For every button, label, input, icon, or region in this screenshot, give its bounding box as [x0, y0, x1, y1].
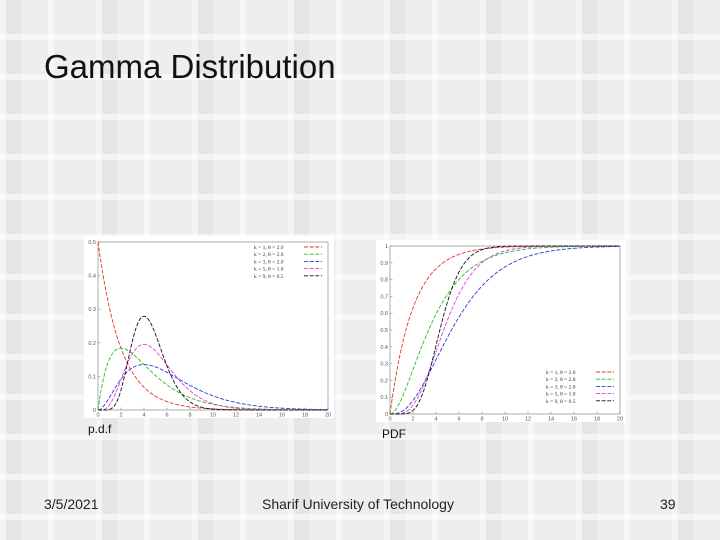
- cdf-y-tick-label: 0.8: [380, 278, 388, 284]
- pdf-x-tick-label: 8: [188, 413, 191, 419]
- footer-organization: Sharif University of Technology: [262, 496, 454, 512]
- pdf-x-tick-label: 12: [233, 413, 239, 419]
- cdf-x-tick-label: 18: [594, 417, 600, 423]
- page-number: 39: [660, 496, 676, 512]
- cdf-series-line-5: [390, 245, 620, 415]
- pdf-y-tick-label: 0.4: [88, 274, 96, 280]
- cdf-x-tick-label: 20: [617, 417, 623, 423]
- cdf-legend-label-5: k = 9, θ = 0.5: [546, 399, 576, 405]
- pdf-y-tick-label: 0.5: [88, 240, 96, 246]
- cdf-x-tick-label: 16: [571, 417, 577, 423]
- cdf-chart-caption: PDF: [382, 427, 406, 441]
- pdf-x-tick-label: 20: [325, 413, 331, 419]
- pdf-chart-caption: p.d.f: [88, 422, 112, 436]
- pdf-legend-label-2: k = 2, θ = 2.0: [254, 252, 284, 258]
- pdf-x-tick-label: 0: [96, 413, 99, 419]
- cdf-y-tick-label: 0.9: [380, 261, 388, 267]
- cdf-x-tick-label: 8: [480, 417, 483, 423]
- cdf-y-tick-label: 0: [385, 412, 388, 418]
- cdf-legend-label-2: k = 2, θ = 2.0: [546, 377, 576, 383]
- footer-date: 3/5/2021: [44, 496, 99, 512]
- cdf-series-line-2: [389, 245, 621, 415]
- cdf-x-tick-label: 14: [548, 417, 554, 423]
- pdf-y-tick-label: 0: [93, 408, 96, 414]
- cdf-y-tick-label: 0.3: [380, 362, 388, 368]
- pdf-x-tick-label: 14: [256, 413, 262, 419]
- cdf-x-tick-label: 2: [411, 417, 414, 423]
- pdf-x-tick-label: 2: [119, 413, 122, 419]
- cdf-chart: 0 2 4 6 8 10 12 14 16 18 20 0 0.1 0.2 0.3 0.4 0.5 0.6 0.7 0…: [376, 240, 626, 422]
- cdf-legend-label-4: k = 5, θ = 1.0: [546, 392, 576, 398]
- cdf-y-tick-label: 0.6: [380, 311, 388, 317]
- pdf-legend-label-1: k = 1, θ = 2.0: [254, 245, 284, 251]
- pdf-x-tick-label: 4: [142, 413, 145, 419]
- cdf-y-tick-label: 0.4: [380, 345, 388, 351]
- cdf-chart-svg: 0 2 4 6 8 10 12 14 16 18 20 0 0.1 0.2 0.3 0.4 0.5 0.6 0.7 0…: [380, 244, 623, 423]
- pdf-y-tick-label: 0.3: [88, 307, 96, 313]
- cdf-y-tick-label: 1: [385, 244, 388, 250]
- cdf-x-tick-label: 10: [502, 417, 508, 423]
- pdf-plot-frame: [97, 241, 329, 411]
- pdf-series-line-5: [98, 315, 328, 411]
- cdf-legend-label-3: k = 3, θ = 2.0: [546, 384, 576, 390]
- pdf-chart: 0 2 4 6 8 10 12 14 16 18 20 0 0.1 0.2 0.3 0.4 0.5 k = 1, …: [84, 236, 334, 418]
- cdf-y-tick-label: 0.2: [380, 378, 388, 384]
- pdf-legend-label-4: k = 5, θ = 1.0: [254, 267, 284, 273]
- slide-title: Gamma Distribution: [44, 48, 336, 85]
- cdf-x-tick-label: 0: [388, 417, 391, 423]
- cdf-x-tick-label: 4: [434, 417, 437, 423]
- cdf-y-tick-label: 0.5: [380, 328, 388, 334]
- cdf-x-tick-label: 12: [525, 417, 531, 423]
- pdf-series-line-3: [97, 364, 329, 411]
- pdf-x-tick-label: 10: [210, 413, 216, 419]
- pdf-x-tick-label: 16: [279, 413, 285, 419]
- pdf-legend-label-5: k = 9, θ = 0.5: [254, 274, 284, 280]
- cdf-y-tick-label: 0.1: [380, 395, 388, 401]
- cdf-y-tick-label: 0.7: [380, 294, 388, 300]
- pdf-chart-svg: 0 2 4 6 8 10 12 14 16 18 20 0 0.1 0.2 0.3 0.4 0.5 k = 1, …: [88, 240, 331, 419]
- cdf-x-tick-label: 6: [457, 417, 460, 423]
- pdf-x-tick-label: 6: [165, 413, 168, 419]
- pdf-x-tick-label: 18: [302, 413, 308, 419]
- pdf-y-tick-label: 0.2: [88, 341, 96, 347]
- pdf-y-tick-label: 0.1: [88, 374, 96, 380]
- pdf-legend-label-3: k = 3, θ = 2.0: [254, 259, 284, 265]
- cdf-legend-label-1: k = 1, θ = 2.0: [546, 370, 576, 376]
